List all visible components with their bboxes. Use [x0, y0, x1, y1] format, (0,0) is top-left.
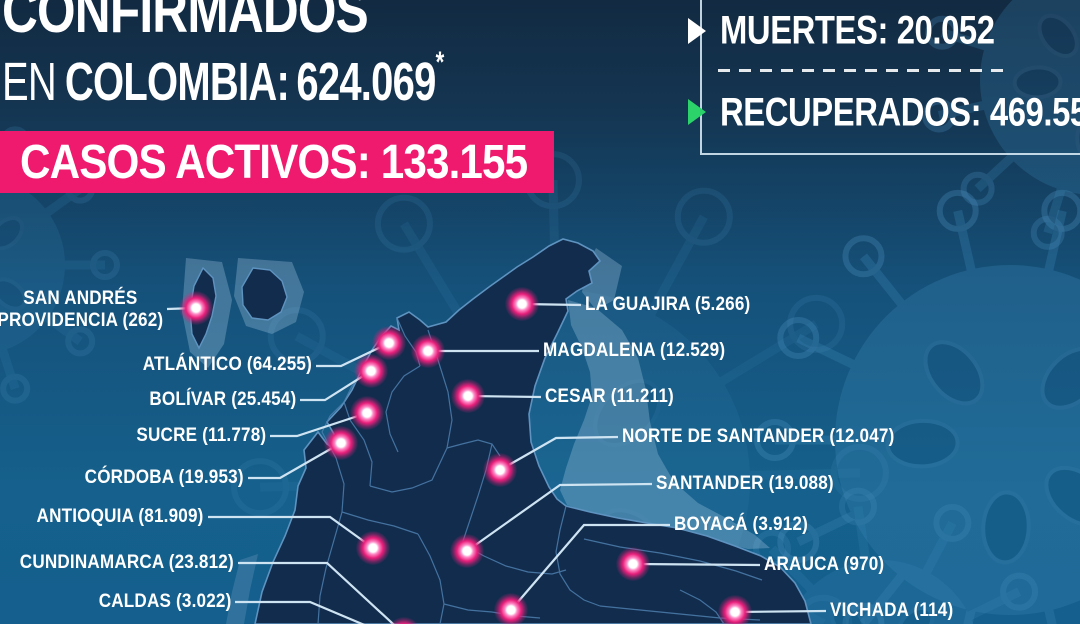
department-label-norte-de-santander: NORTE DE SANTANDER (12.047) — [622, 426, 895, 448]
headline-prefix: EN — [2, 52, 57, 112]
department-label-vichada: VICHADA (114) — [830, 600, 953, 622]
recovered-stat: RECUPERADOS: 469.557 — [720, 91, 1080, 136]
department-dot-atlantico — [372, 326, 406, 360]
active-cases-banner: CASOS ACTIVOS: 133.155 — [0, 131, 554, 193]
headline-colombia-total: EN COLOMBIA: 624.069* — [2, 48, 444, 113]
active-cases-value: 133.155 — [380, 135, 528, 189]
connector-sucre — [270, 411, 368, 438]
department-dot-cordoba — [324, 426, 358, 460]
stats-dashed-divider — [718, 69, 1010, 72]
department-dot-bolivar — [354, 354, 388, 388]
deaths-triangle-icon — [688, 18, 706, 44]
map-department-borders — [317, 317, 763, 624]
department-label-atlantico: ATLÁNTICO (64.255) — [143, 354, 312, 376]
department-label-line: SANTANDER (19.088) — [656, 473, 834, 494]
department-label-antioquia: ANTIOQUIA (81.909) — [37, 506, 204, 528]
department-dot-san-andres-providencia — [179, 291, 213, 325]
virus-icon — [0, 126, 120, 404]
active-cases-label: CASOS ACTIVOS: — [20, 135, 371, 189]
department-label-line: ANTIOQUIA (81.909) — [36, 506, 204, 527]
connector-layer — [166, 302, 827, 624]
connector-santander — [466, 482, 653, 552]
department-label-cordoba: CÓRDOBA (19.953) — [85, 467, 244, 489]
department-label-line: CÓRDOBA (19.953) — [84, 467, 244, 488]
department-dot-arauca — [616, 547, 650, 581]
connector-arauca — [632, 562, 761, 567]
department-label-line: SUCRE (11.778) — [136, 425, 266, 446]
department-dot-cesar — [451, 379, 485, 413]
department-label-line: MAGDALENA (12.529) — [543, 340, 726, 361]
department-dot-la-guajira — [505, 287, 539, 321]
department-label-la-guajira: LA GUAJIRA (5.266) — [585, 294, 750, 316]
connector-cundinamarca — [238, 561, 395, 624]
footnote-asterisk: * — [435, 46, 445, 79]
department-label-line: BOLÍVAR (25.454) — [148, 389, 296, 410]
department-label-line: BOYACÁ (3.912) — [674, 514, 808, 535]
stats-panel: MUERTES: 20.052 RECUPERADOS: 469.557 — [688, 0, 1080, 155]
headline-country-label: COLOMBIA: — [64, 52, 290, 112]
headline-confirmados: CONFIRMADOS — [2, 0, 369, 46]
department-dot-santander — [450, 534, 484, 568]
department-label-line: LA GUAJIRA (5.266) — [585, 294, 751, 315]
virus-icon — [754, 189, 1080, 624]
recovered-value: 469.557 — [989, 90, 1080, 135]
department-label-line: CALDAS (3.022) — [98, 591, 231, 612]
connector-boyaca — [510, 523, 670, 611]
department-label-line: PROVIDENCIA (262) — [0, 310, 163, 331]
department-label-san-andres-providencia: SAN ANDRÉS PROVIDENCIA (262) — [0, 288, 163, 332]
department-label-boyaca: BOYACÁ (3.912) — [674, 514, 808, 536]
recovered-triangle-icon — [688, 99, 706, 125]
department-label-magdalena: MAGDALENA (12.529) — [543, 340, 725, 362]
deaths-label: MUERTES: — [720, 8, 889, 53]
department-dot-antioquia — [356, 531, 390, 565]
department-dot-cundinamarca — [387, 617, 421, 624]
connector-norte-de-santander — [499, 435, 619, 471]
department-label-line: VICHADA (114) — [830, 600, 954, 621]
department-label-caldas: CALDAS (3.022) — [98, 591, 231, 613]
department-label-line: SAN ANDRÉS — [22, 288, 138, 309]
department-dot-magdalena — [411, 334, 445, 368]
connector-bolivar — [300, 370, 372, 402]
department-dot-sucre — [350, 396, 384, 430]
department-dot-norte-de-santander — [483, 453, 517, 487]
deaths-value: 20.052 — [896, 8, 995, 53]
department-label-line: NORTE DE SANTANDER (12.047) — [622, 426, 895, 447]
department-label-cesar: CESAR (11.211) — [545, 386, 674, 408]
department-label-santander: SANTANDER (19.088) — [656, 473, 834, 495]
recovered-label: RECUPERADOS: — [720, 90, 982, 135]
department-label-sucre: SUCRE (11.778) — [136, 425, 266, 447]
department-label-line: ATLÁNTICO (64.255) — [142, 354, 312, 375]
department-label-bolivar: BOLÍVAR (25.454) — [149, 389, 296, 411]
department-dot-vichada — [718, 595, 752, 624]
department-label-arauca: ARAUCA (970) — [764, 554, 884, 576]
confirmed-total-value: 624.069 — [296, 52, 436, 112]
department-dot-boyaca — [494, 593, 528, 624]
connector-cordoba — [248, 442, 342, 480]
department-label-line: CESAR (11.211) — [545, 386, 674, 407]
connector-caldas — [235, 600, 365, 624]
deaths-stat: MUERTES: 20.052 — [720, 9, 995, 54]
active-cases-text: CASOS ACTIVOS: 133.155 — [20, 135, 528, 190]
department-label-line: CUNDINAMARCA (23.812) — [19, 552, 234, 573]
department-label-cundinamarca: CUNDINAMARCA (23.812) — [20, 552, 234, 574]
virus-icon — [921, 0, 1080, 250]
department-label-line: ARAUCA (970) — [764, 554, 885, 575]
